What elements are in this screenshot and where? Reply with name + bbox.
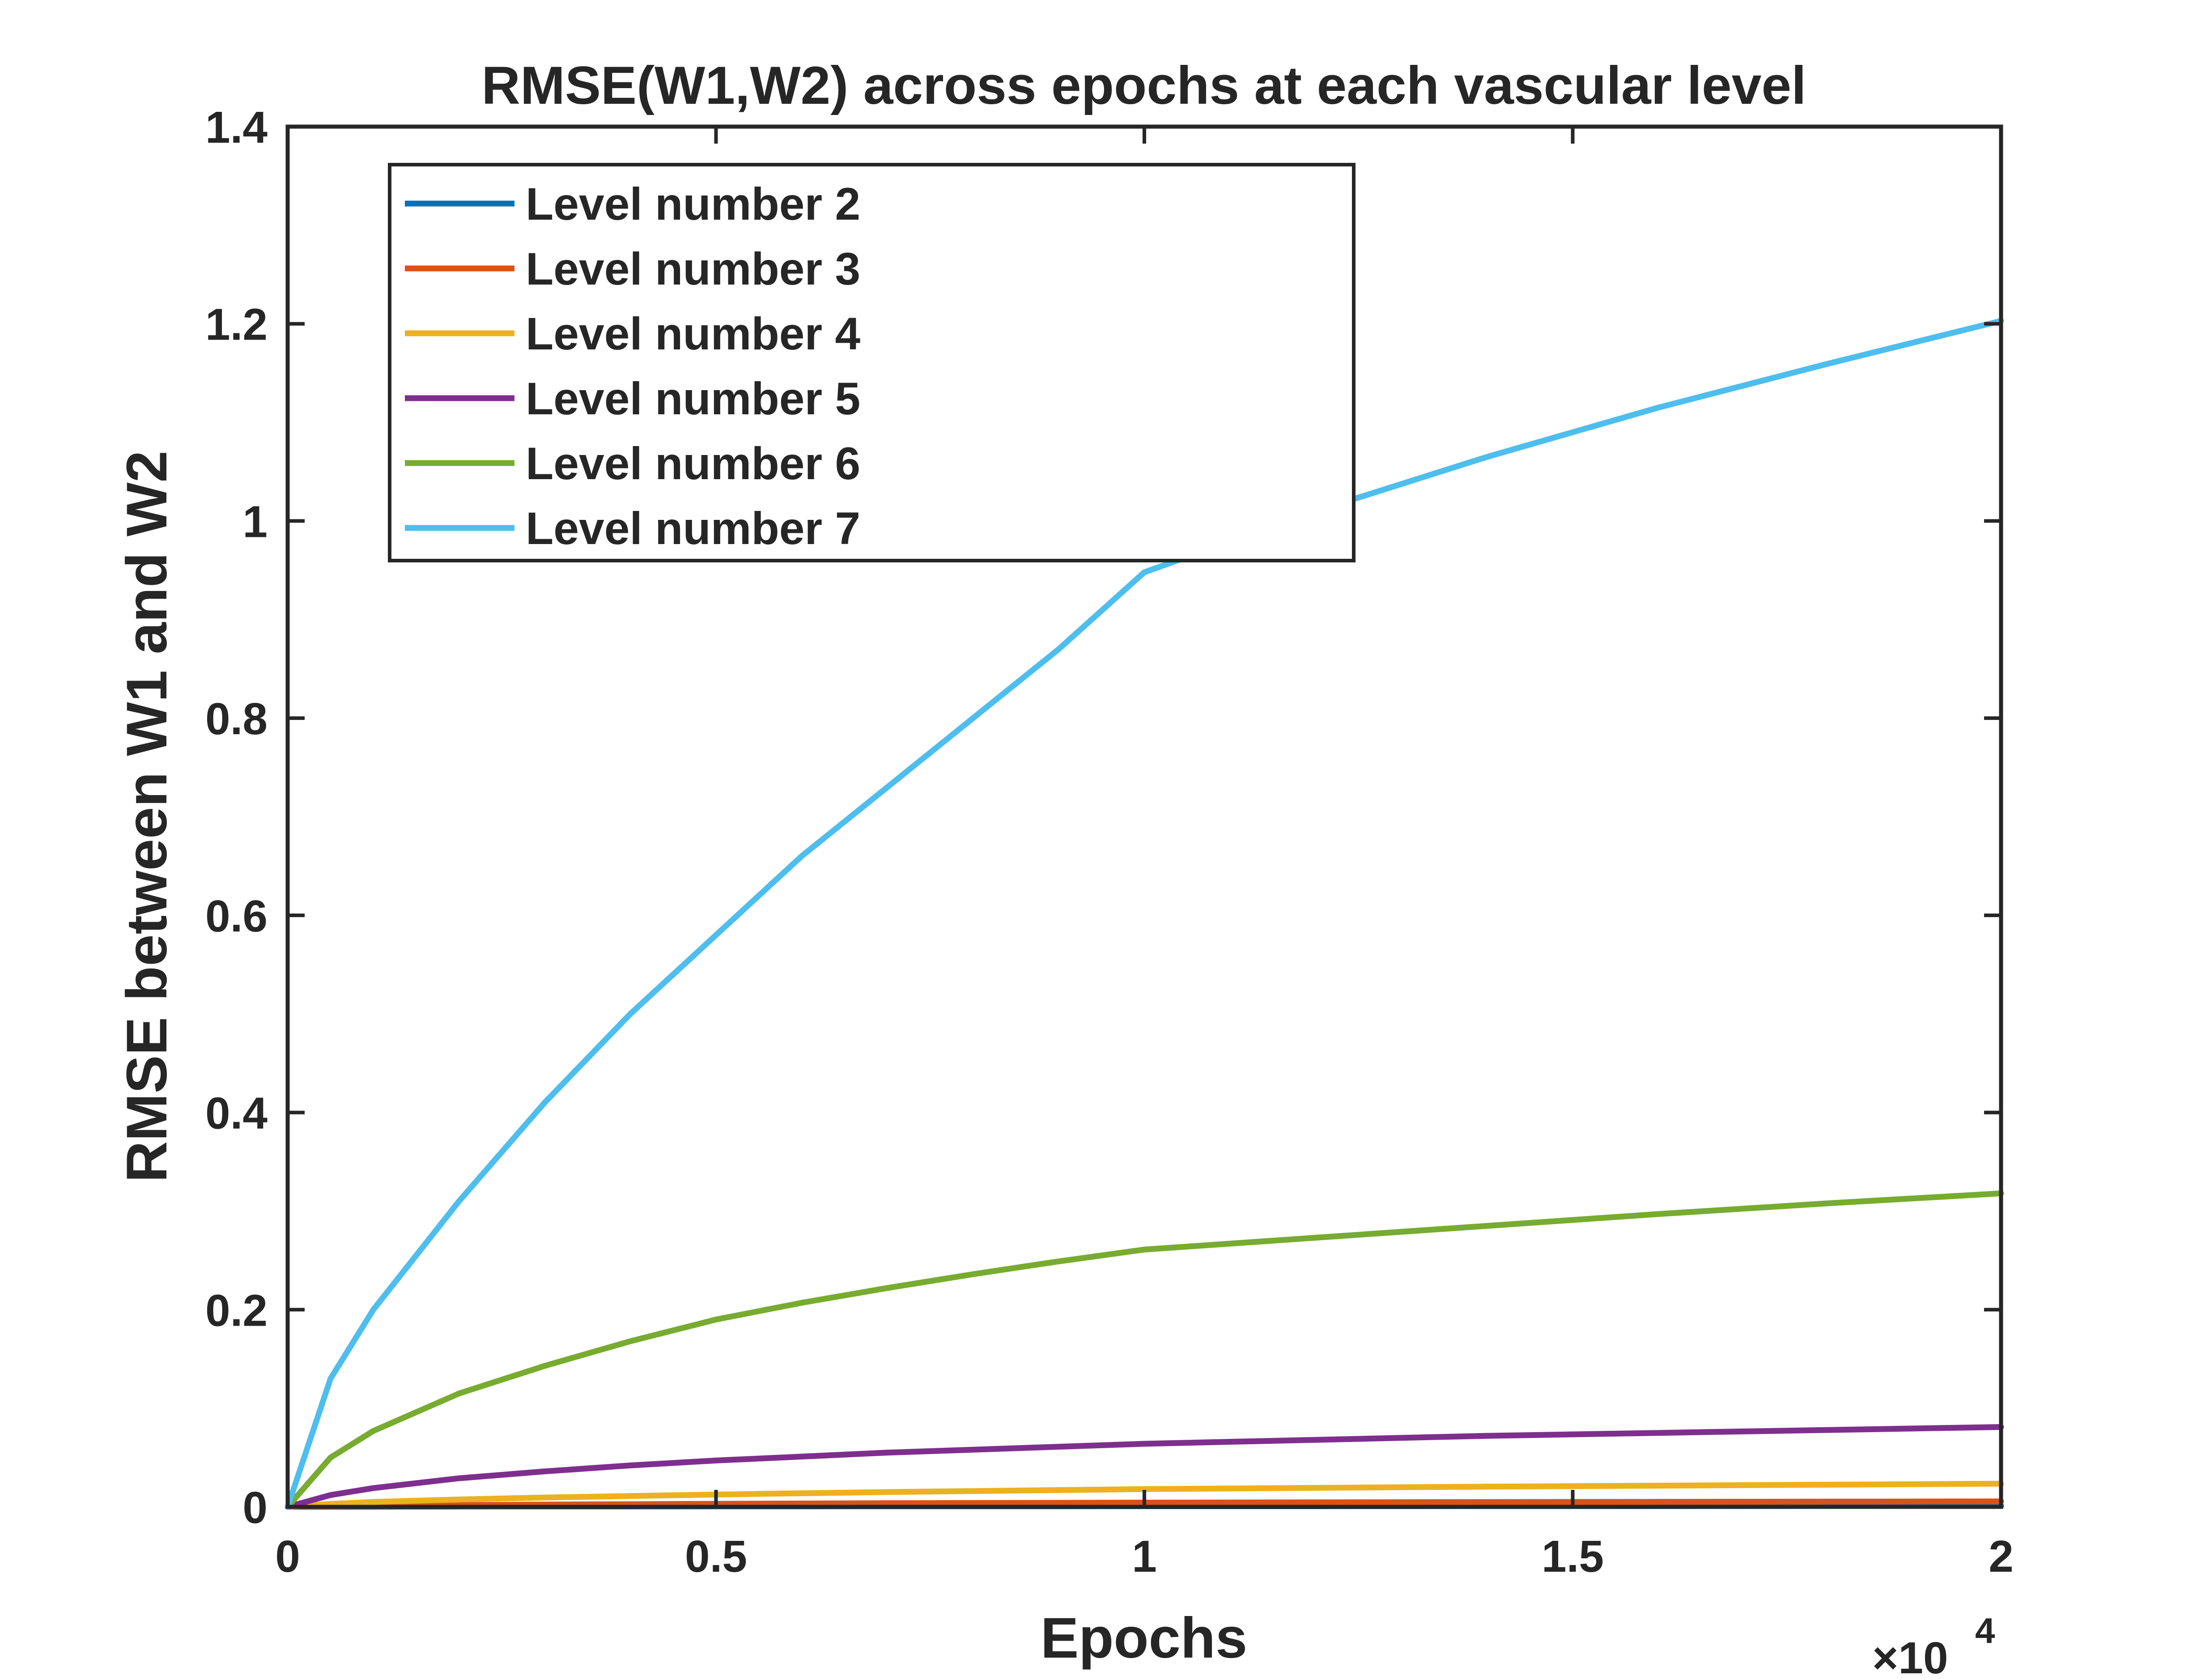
- y-tick-labels: 0 0.2 0.4 0.6 0.8 1 1.2 1.4: [205, 102, 268, 1533]
- x-tick-label: 2: [1989, 1531, 2014, 1582]
- x-exponent-power: 4: [1975, 1611, 1995, 1650]
- y-tick-label: 0.2: [205, 1285, 268, 1335]
- tick-marks: [286, 125, 2003, 1509]
- y-tick-label: 1.2: [205, 300, 268, 350]
- legend-label: Level number 6: [526, 438, 860, 489]
- y-tick-label: 1.4: [205, 102, 268, 153]
- series-line-level-7: [285, 318, 2004, 1510]
- y-tick-label: 0.6: [205, 891, 268, 941]
- y-tick-label: 1: [242, 497, 268, 547]
- legend-entry-level-3: Level number 3: [405, 243, 860, 294]
- y-axis-label: RMSE between W1 and W2: [115, 451, 179, 1182]
- legend-entry-level-5: Level number 5: [405, 373, 860, 424]
- x-tick-label: 1.5: [1542, 1531, 1604, 1582]
- legend-box: [388, 163, 1356, 562]
- legend-label: Level number 4: [526, 308, 861, 359]
- y-tick-label: 0.8: [205, 694, 268, 744]
- series-line-level-4: [285, 1480, 2004, 1510]
- x-exponent-base: ×10: [1872, 1633, 1948, 1680]
- y-tick-label: 0.4: [205, 1089, 268, 1139]
- x-tick-label: 0.5: [685, 1531, 747, 1582]
- legend-label: Level number 2: [526, 179, 860, 230]
- legend-entry-level-6: Level number 6: [405, 438, 860, 489]
- x-tick-label: 1: [1132, 1531, 1157, 1582]
- legend-entry-level-2: Level number 2: [405, 179, 860, 230]
- x-tick-label: 0: [275, 1531, 300, 1582]
- legend-entry-level-7: Level number 7: [405, 503, 860, 554]
- legend-entry-level-4: Level number 4: [405, 308, 861, 359]
- x-tick-labels: 0 0.5 1 1.5 2: [275, 1531, 2014, 1582]
- y-tick-label: 0: [242, 1483, 268, 1533]
- x-axis-label: Epochs: [1041, 1606, 1247, 1670]
- chart-title: RMSE(W1,W2) across epochs at each vascul…: [481, 55, 1806, 115]
- x-axis-exponent: ×10 4: [1872, 1611, 1995, 1680]
- legend-label: Level number 5: [526, 373, 860, 424]
- series-line-level-6: [285, 1190, 2004, 1510]
- legend-label: Level number 7: [526, 503, 860, 554]
- legend-label: Level number 3: [526, 243, 860, 294]
- legend: Level number 2 Level number 3 Level number…: [388, 163, 1356, 562]
- series-line-level-5: [285, 1424, 2004, 1510]
